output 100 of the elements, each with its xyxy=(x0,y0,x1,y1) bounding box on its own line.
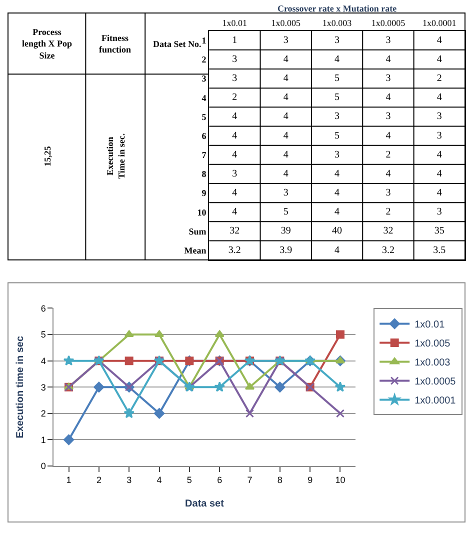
data-label: 3.2 xyxy=(228,244,241,256)
data-label: 4 xyxy=(232,149,238,160)
y-tick-label: 8 xyxy=(202,169,207,180)
data-label: 3 xyxy=(386,34,391,46)
data-label: 4 xyxy=(283,168,288,180)
data-label: 3 xyxy=(436,111,442,122)
text: Execution Time in sec. xyxy=(104,133,127,179)
data-label: 1 xyxy=(232,34,238,46)
y-tick-label: 2 xyxy=(202,54,207,65)
x-tick-label: 9 xyxy=(308,474,313,485)
data-label: 40 xyxy=(332,226,342,237)
data-label: 4 xyxy=(334,54,340,65)
data-label: 4 xyxy=(386,168,391,180)
x-tick-label: 7 xyxy=(247,474,252,485)
y-tick-label: 2 xyxy=(40,408,46,419)
data-label: 3 xyxy=(334,34,340,46)
data-label: 4 xyxy=(283,130,288,142)
y-tick-label: 3 xyxy=(202,74,207,84)
data-label: 4 xyxy=(436,149,442,160)
data-label: 4 xyxy=(283,54,288,65)
data-label: 3.9 xyxy=(280,244,292,256)
text: 15,25 xyxy=(42,146,52,166)
data-label: 3.5 xyxy=(433,244,446,256)
legend-label: 1x0.01 xyxy=(414,320,446,331)
data-label: 4 xyxy=(334,244,340,256)
data-label: 4 xyxy=(283,92,288,104)
data-label: 3 xyxy=(436,130,442,142)
data-label: 32 xyxy=(230,226,240,237)
data-label: 4 xyxy=(232,130,238,142)
y-tick-label: 5 xyxy=(202,112,207,122)
data-label: 4 xyxy=(436,54,442,65)
y-tick-label: 4 xyxy=(40,356,46,366)
x-tick-label: 2 xyxy=(96,474,102,485)
y-tick-label: 3 xyxy=(40,382,46,392)
data-label: 32 xyxy=(383,226,394,237)
legend-label: 1x0.0001 xyxy=(414,396,456,407)
x-tick-label: 6 xyxy=(217,474,222,485)
x-tick-label: 3 xyxy=(126,474,132,485)
data-label: 4 xyxy=(386,92,391,104)
y-tick-label: 6 xyxy=(40,303,46,314)
data-label: 4 xyxy=(436,92,442,104)
y-tick-label: 6 xyxy=(202,130,207,141)
y-tick-label: 0 xyxy=(40,461,46,472)
data-label: 4 xyxy=(283,149,288,160)
data-label: 2 xyxy=(386,149,391,160)
data-label: 4 xyxy=(436,188,442,199)
data-label: 3 xyxy=(386,188,391,199)
data-label: 4 xyxy=(334,188,340,199)
data-label: 4 xyxy=(386,54,391,65)
y-tick-label: 9 xyxy=(202,188,207,198)
legend-label: 1x0.0005 xyxy=(414,376,456,388)
data-label: 4 xyxy=(283,73,288,84)
data-label: 2 xyxy=(386,206,391,218)
data-label: 3 xyxy=(334,149,340,160)
data-label: 2 xyxy=(232,92,238,104)
data-label: 2 xyxy=(436,73,442,84)
data-label: 3 xyxy=(232,54,238,65)
data-label: 5 xyxy=(334,130,340,142)
y-tick-label: 1 xyxy=(202,36,207,46)
y-tick-label: Sum xyxy=(188,226,207,236)
data-label: 4 xyxy=(232,111,238,122)
data-label: 3 xyxy=(386,111,391,122)
data-label: 4 xyxy=(436,168,442,180)
data-label: 3 xyxy=(436,206,442,218)
x-tick-label: 1x0.003 xyxy=(322,18,352,28)
data-label: 5 xyxy=(334,92,340,104)
x-tick-label: 1x0.0001 xyxy=(422,18,456,28)
y-tick-label: 5 xyxy=(40,330,46,340)
data-label: 4 xyxy=(232,188,238,199)
x-tick-label: 8 xyxy=(277,474,282,485)
x-axis-title: Data set xyxy=(185,498,225,510)
x-tick-label: 1x0.01 xyxy=(222,18,248,28)
data-label: 39 xyxy=(280,226,291,237)
data-label: 4 xyxy=(386,130,391,142)
x-axis-title: Crossover rate x Mutation rate xyxy=(277,4,397,14)
data-label: 5 xyxy=(283,206,288,218)
legend-label: 1x0.003 xyxy=(414,358,451,369)
data-label: 3.2 xyxy=(382,244,394,256)
data-label: 3 xyxy=(334,111,340,122)
data-label: 3 xyxy=(283,188,288,199)
data-label: 5 xyxy=(334,73,340,84)
text: Fitness function xyxy=(99,33,132,55)
data-label: 3 xyxy=(232,73,238,84)
y-tick-label: 7 xyxy=(202,150,207,160)
data-label: 4 xyxy=(283,111,288,122)
data-label: 4 xyxy=(436,34,442,46)
data-label: 3 xyxy=(283,34,288,46)
text: Process length X Pop Size xyxy=(22,27,72,60)
legend-label: 1x0.005 xyxy=(414,338,451,350)
y-axis-title: Data Set No. xyxy=(153,39,202,49)
data-label: 4 xyxy=(232,206,238,218)
x-tick-label: 1x0.005 xyxy=(271,18,301,28)
data-label: 4 xyxy=(334,206,340,218)
y-tick-label: 1 xyxy=(40,434,46,445)
x-tick-label: 1x0.0005 xyxy=(371,18,406,28)
data-label: 35 xyxy=(434,226,444,237)
data-label: 4 xyxy=(334,168,340,180)
y-tick-label: 10 xyxy=(197,207,207,218)
data-label: 3 xyxy=(232,168,238,180)
y-tick-label: Mean xyxy=(184,245,206,256)
